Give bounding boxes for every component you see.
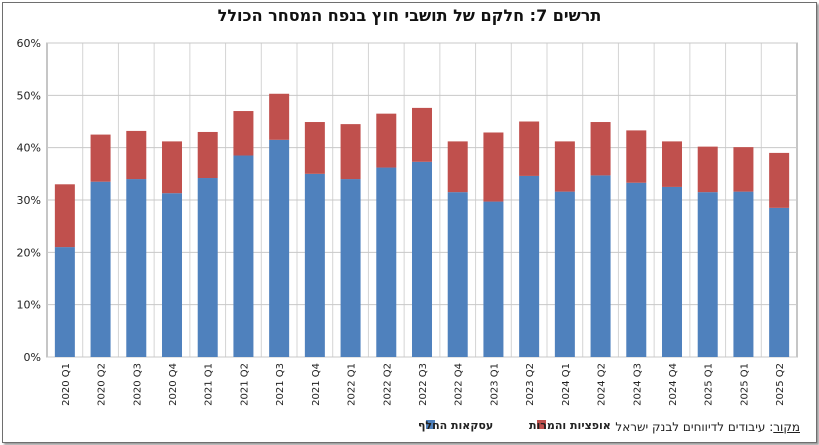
bar-segment-options <box>233 111 254 156</box>
bar-segment-options <box>662 141 682 187</box>
legend-label-options: אופציות והמרות <box>529 419 611 432</box>
bar-segment-options <box>554 141 575 192</box>
x-tick-label: 2025 Q1 <box>704 363 715 406</box>
y-tick-label: 10% <box>17 299 41 312</box>
bar-segment-swaps <box>626 182 647 357</box>
bar-segment-swaps <box>54 247 75 357</box>
bar-segment-swaps <box>590 175 611 357</box>
bar-segment-options <box>626 130 647 183</box>
x-tick-label: 2025 Q1 <box>739 363 750 406</box>
bar-segment-swaps <box>340 179 361 357</box>
bar-segment-swaps <box>233 155 254 357</box>
y-tick-label: 30% <box>17 194 41 207</box>
y-axis: 0% 10% 20% 30% 40% 50% 60% <box>17 37 41 364</box>
bar-segment-swaps <box>483 201 504 357</box>
legend-swatch-swaps <box>426 420 435 429</box>
bar-segment-swaps <box>90 181 111 357</box>
x-tick-label: 2021 Q1 <box>204 363 215 406</box>
x-tick-label: 2022 Q4 <box>454 363 465 406</box>
bar-segment-swaps <box>376 167 397 357</box>
bar-segment-options <box>340 124 361 180</box>
y-tick-label: 20% <box>17 246 41 259</box>
legend-label-swaps: עסקאות החלף <box>418 419 493 432</box>
source-note: מקור: עיבודים לדיווחים לבנק ישראל <box>490 420 800 434</box>
x-tick-label: 2023 Q2 <box>525 363 536 406</box>
bar-segment-options <box>769 152 790 208</box>
x-tick-label: 2020 Q4 <box>168 363 179 406</box>
legend-swatch-options <box>537 420 546 429</box>
x-tick-label: 2020 Q2 <box>97 363 108 406</box>
x-tick-label: 2024 Q4 <box>668 363 679 406</box>
bar-segment-options <box>590 122 611 176</box>
bar-segment-swaps <box>197 178 218 357</box>
source-text: : עיבודים לדיווחים לבנק ישראל <box>615 420 774 434</box>
bar-segment-swaps <box>447 192 468 357</box>
bar-segment-options <box>447 141 468 193</box>
chart-title: תרשים 7: חלקם של תושבי חוץ בנפח המסחר הכ… <box>217 6 602 25</box>
x-tick-label: 2022 Q2 <box>382 363 393 406</box>
y-tick-label: 0% <box>24 351 41 364</box>
bar-segment-swaps <box>304 173 325 357</box>
legend: עסקאות החלף אופציות והמרות <box>418 419 611 432</box>
bar-segment-options <box>54 184 75 248</box>
source-label: מקור <box>773 420 800 434</box>
x-tick-label: 2021 Q3 <box>275 363 286 406</box>
x-tick-label: 2024 Q2 <box>597 363 608 406</box>
bar-segment-swaps <box>519 175 540 357</box>
bar-segment-options <box>412 107 432 162</box>
x-tick-label: 2025 Q2 <box>775 363 786 406</box>
bar-segment-swaps <box>554 191 575 357</box>
bar-segment-options <box>269 93 290 140</box>
bar-segment-swaps <box>733 191 754 357</box>
x-tick-label: 2020 Q3 <box>132 363 143 406</box>
x-tick-label: 2023 Q1 <box>489 363 500 406</box>
y-tick-label: 60% <box>17 37 41 50</box>
bar-segment-options <box>126 130 147 180</box>
bar-segment-swaps <box>162 193 182 357</box>
x-tick-label: 2022 Q3 <box>418 363 429 406</box>
bar-segment-options <box>90 134 111 182</box>
bar-segment-options <box>519 121 540 176</box>
x-tick-label: 2020 Q1 <box>61 363 72 406</box>
bar-segment-options <box>483 132 504 202</box>
bar-segment-swaps <box>769 207 790 357</box>
bar-segment-swaps <box>412 161 432 357</box>
bar-segment-options <box>162 141 182 194</box>
bar-segment-swaps <box>662 186 682 357</box>
y-tick-label: 40% <box>17 142 41 155</box>
bar-segment-swaps <box>269 139 290 357</box>
bar-segment-options <box>197 131 218 179</box>
bar-segment-options <box>733 147 754 192</box>
bar-segment-swaps <box>697 192 718 357</box>
x-tick-label: 2024 Q1 <box>561 363 572 406</box>
bars <box>54 93 790 357</box>
bar-segment-options <box>697 146 718 193</box>
x-tick-label: 2021 Q2 <box>239 363 250 406</box>
x-axis: 2020 Q1 2020 Q2 2020 Q3 2020 Q4 2021 Q1 2021 … <box>61 363 786 406</box>
bar-segment-options <box>304 122 325 174</box>
x-tick-label: 2022 Q1 <box>347 363 358 406</box>
y-tick-label: 50% <box>17 89 41 102</box>
bar-segment-options <box>376 113 397 168</box>
bar-segment-swaps <box>126 179 147 357</box>
x-tick-label: 2024 Q3 <box>632 363 643 406</box>
x-tick-label: 2021 Q4 <box>311 363 322 406</box>
